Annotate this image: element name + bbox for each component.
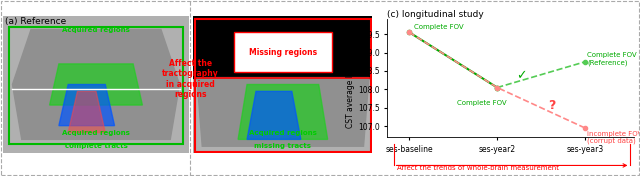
Text: complete tracts: complete tracts [65,143,127,149]
Text: Missing regions: Missing regions [249,48,317,57]
Text: Complete FOV: Complete FOV [413,24,463,30]
Y-axis label: CST average length (mm): CST average length (mm) [346,29,355,128]
Bar [193,16,372,78]
Polygon shape [247,91,301,139]
Text: Acquired regions: Acquired regions [62,27,130,33]
Text: ?: ? [548,99,556,112]
Text: Complete FOV
(Reference): Complete FOV (Reference) [587,52,637,66]
Polygon shape [197,78,369,146]
Text: (a) Reference: (a) Reference [5,17,67,26]
Bar [9,27,183,143]
Text: (c) longitudinal study: (c) longitudinal study [387,10,484,19]
Polygon shape [59,84,115,126]
Bar [238,39,328,64]
Text: Complete FOV: Complete FOV [456,100,506,106]
Text: (b) corrupt data with incomplete FOV: (b) corrupt data with incomplete FOV [195,17,364,26]
Text: ✓: ✓ [516,69,527,82]
Text: Acquired regions: Acquired regions [62,130,130,136]
Polygon shape [68,91,105,133]
Text: Affect the
tractography
in acquired
regions: Affect the tractography in acquired regi… [163,59,219,99]
Text: Affect the trends of whole-brain measurement: Affect the trends of whole-brain measure… [397,165,559,171]
Text: missing tracts: missing tracts [254,143,312,149]
Polygon shape [13,30,179,139]
Polygon shape [50,64,142,105]
Polygon shape [238,84,328,139]
Text: Acquired regions: Acquired regions [249,130,317,136]
Text: incomplete FOV
(corrupt data): incomplete FOV (corrupt data) [587,131,640,144]
